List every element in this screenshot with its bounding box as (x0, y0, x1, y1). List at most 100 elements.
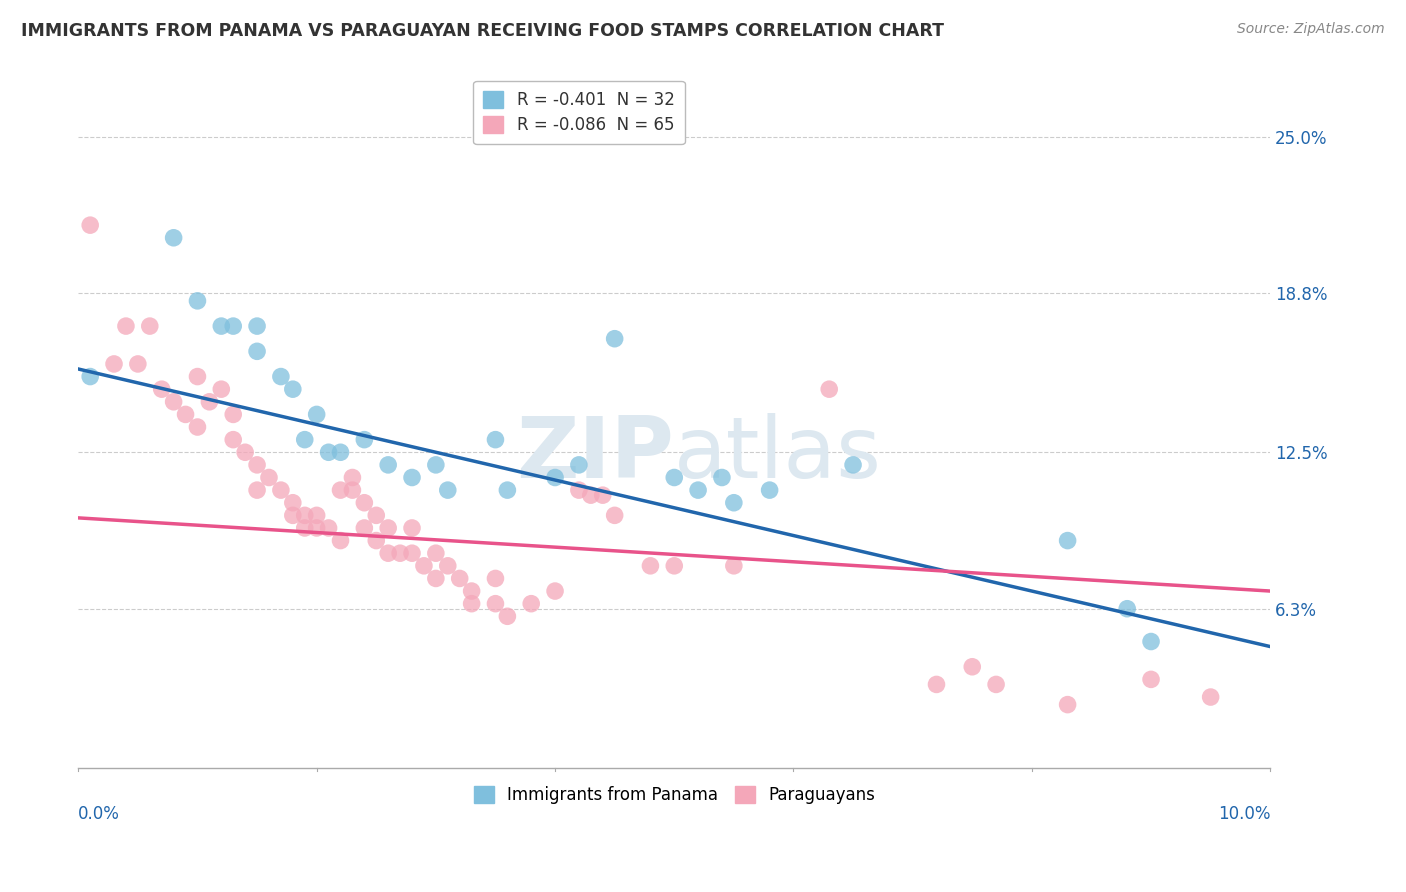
Point (460, 584, 482, 599)
Point (962, 659, 984, 673)
Point (222, 408, 245, 422)
Point (818, 382, 841, 396)
Point (342, 483, 364, 497)
Point (436, 558, 458, 573)
Point (664, 470, 686, 484)
Point (353, 521, 375, 535)
Point (222, 319, 245, 334)
Point (353, 433, 375, 447)
Point (413, 558, 436, 573)
Point (389, 546, 412, 560)
Point (1199, 690, 1222, 704)
Point (449, 571, 471, 585)
Point (425, 458, 447, 472)
Point (544, 470, 567, 484)
Text: 10.0%: 10.0% (1218, 805, 1270, 823)
Text: 0.0%: 0.0% (79, 805, 120, 823)
Point (723, 496, 745, 510)
Point (281, 508, 304, 523)
Point (758, 483, 780, 497)
Point (294, 433, 316, 447)
Point (1056, 698, 1078, 712)
Legend: Immigrants from Panama, Paraguayans: Immigrants from Panama, Paraguayans (467, 779, 882, 811)
Point (150, 382, 173, 396)
Point (79, 218, 101, 232)
Point (603, 332, 626, 346)
Point (329, 483, 352, 497)
Point (115, 319, 138, 334)
Point (603, 508, 626, 523)
Point (103, 357, 125, 371)
Point (1116, 601, 1139, 615)
Point (925, 677, 948, 691)
Point (305, 508, 328, 523)
Point (1056, 533, 1078, 548)
Point (186, 420, 208, 434)
Point (568, 483, 591, 497)
Point (209, 319, 232, 334)
Point (353, 496, 375, 510)
Point (294, 508, 316, 523)
Point (162, 231, 184, 245)
Point (305, 408, 328, 422)
Point (246, 344, 269, 359)
Text: ZIP: ZIP (516, 413, 675, 496)
Point (520, 597, 543, 611)
Point (496, 483, 519, 497)
Point (318, 445, 340, 459)
Point (174, 408, 197, 422)
Point (460, 597, 482, 611)
Point (186, 369, 208, 384)
Point (842, 458, 865, 472)
Point (318, 521, 340, 535)
Point (79, 369, 101, 384)
Point (723, 558, 745, 573)
Point (233, 445, 256, 459)
Point (246, 483, 269, 497)
Point (484, 571, 506, 585)
Point (305, 521, 328, 535)
Point (401, 546, 423, 560)
Point (1140, 673, 1163, 687)
Point (377, 521, 399, 535)
Point (246, 319, 269, 334)
Point (984, 677, 1007, 691)
Point (401, 521, 423, 535)
Point (329, 445, 352, 459)
Point (294, 521, 316, 535)
Point (377, 546, 399, 560)
Point (270, 483, 292, 497)
Point (579, 488, 602, 502)
Point (222, 433, 245, 447)
Point (127, 357, 149, 371)
Point (342, 470, 364, 484)
Point (209, 382, 232, 396)
Point (568, 458, 591, 472)
Point (198, 394, 221, 409)
Point (281, 496, 304, 510)
Text: Source: ZipAtlas.com: Source: ZipAtlas.com (1237, 22, 1385, 37)
Point (425, 571, 447, 585)
Point (688, 483, 710, 497)
Point (281, 382, 304, 396)
Point (640, 558, 662, 573)
Point (162, 394, 184, 409)
Point (186, 293, 208, 308)
Point (401, 470, 423, 484)
Point (366, 533, 388, 548)
Point (329, 533, 352, 548)
Point (270, 369, 292, 384)
Point (425, 546, 447, 560)
Text: atlas: atlas (675, 413, 882, 496)
Point (1140, 634, 1163, 648)
Point (592, 488, 614, 502)
Point (139, 319, 162, 334)
Point (377, 458, 399, 472)
Point (366, 508, 388, 523)
Point (664, 558, 686, 573)
Point (484, 433, 506, 447)
Text: IMMIGRANTS FROM PANAMA VS PARAGUAYAN RECEIVING FOOD STAMPS CORRELATION CHART: IMMIGRANTS FROM PANAMA VS PARAGUAYAN REC… (21, 22, 943, 40)
Point (710, 470, 733, 484)
Point (484, 597, 506, 611)
Point (257, 470, 280, 484)
